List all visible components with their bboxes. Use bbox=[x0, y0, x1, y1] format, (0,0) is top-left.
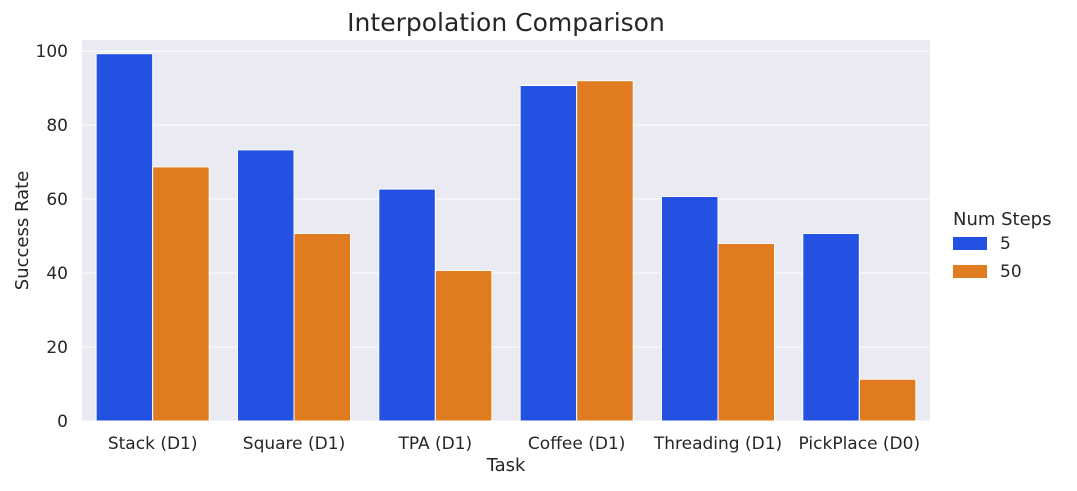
bar-steps-5 bbox=[660, 195, 719, 422]
x-axis-ticks: Stack (D1) Square (D1) TPA (D1) Coffee (D1)… bbox=[108, 434, 920, 454]
x-tick-label: Threading (D1) bbox=[653, 434, 782, 454]
legend-swatch bbox=[953, 237, 987, 250]
legend-swatch bbox=[953, 265, 987, 278]
y-tick-label: 100 bbox=[36, 42, 68, 62]
x-tick-label: TPA (D1) bbox=[397, 434, 472, 454]
bar-steps-50 bbox=[717, 242, 776, 422]
y-tick-label: 20 bbox=[46, 338, 68, 358]
x-tick-label: Coffee (D1) bbox=[528, 434, 625, 454]
legend-label: 5 bbox=[1000, 234, 1011, 254]
y-axis-label: Success Rate bbox=[12, 171, 33, 290]
bars bbox=[95, 53, 917, 422]
y-tick-label: 80 bbox=[46, 116, 68, 136]
legend-title: Num Steps bbox=[953, 209, 1052, 230]
legend-label: 50 bbox=[1000, 262, 1022, 282]
bar-steps-5 bbox=[95, 53, 154, 422]
bar-steps-50 bbox=[858, 378, 917, 422]
bar-steps-50 bbox=[293, 232, 352, 422]
plot-area bbox=[82, 40, 930, 421]
x-tick-label: Stack (D1) bbox=[108, 434, 198, 454]
y-axis-ticks: 0 20 40 60 80 100 bbox=[36, 42, 68, 432]
legend: Num Steps 5 50 bbox=[953, 209, 1052, 282]
chart-title: Interpolation Comparison bbox=[347, 8, 665, 37]
bar-steps-5 bbox=[802, 232, 860, 422]
y-tick-label: 40 bbox=[46, 264, 68, 284]
y-tick-label: 0 bbox=[57, 412, 68, 432]
bar-steps-50 bbox=[152, 166, 210, 422]
x-tick-label: PickPlace (D0) bbox=[799, 434, 921, 454]
gridlines bbox=[82, 50, 930, 422]
x-tick-label: Square (D1) bbox=[243, 434, 345, 454]
bar-steps-5 bbox=[519, 84, 578, 422]
x-axis-label: Task bbox=[486, 455, 526, 476]
y-tick-label: 60 bbox=[46, 190, 68, 210]
bar-steps-50 bbox=[576, 80, 634, 422]
bar-steps-50 bbox=[434, 269, 493, 422]
bar-steps-5 bbox=[236, 149, 295, 422]
bar-steps-5 bbox=[378, 188, 436, 422]
